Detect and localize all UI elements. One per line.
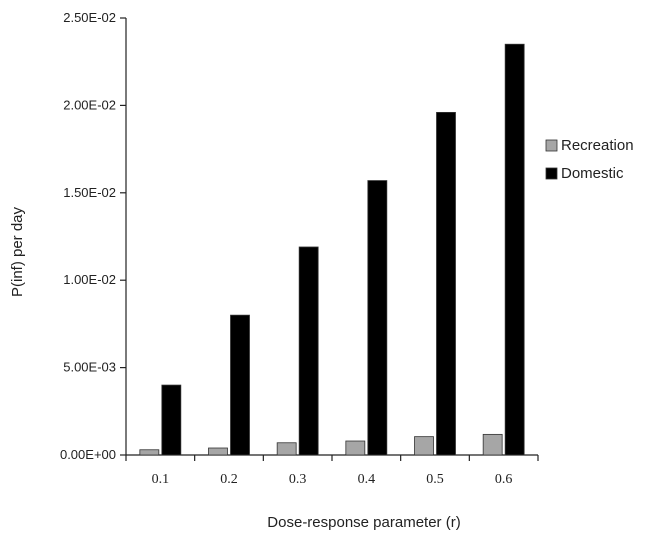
- bar-domestic-0.6: [504, 43, 525, 456]
- bar-recreation-0.2: [208, 447, 228, 456]
- y-tick-label: 2.50E-02: [63, 10, 116, 25]
- bar-domestic-0.1: [161, 384, 182, 456]
- legend-swatch-domestic: [545, 167, 558, 180]
- bar-domestic-0.2: [230, 314, 250, 456]
- plot-area: 0.00E+00 5.00E-03 1.00E-02 1.50E-02 2.00E-02…: [60, 10, 539, 487]
- bar-recreation-0.5: [414, 436, 434, 456]
- bar-domestic-0.5: [436, 111, 456, 456]
- y-tick-label: 1.00E-02: [63, 272, 116, 287]
- bar-recreation-0.4: [345, 440, 366, 456]
- legend: Recreation Domestic: [545, 137, 634, 182]
- y-tick-label: 5.00E-03: [63, 360, 116, 375]
- x-tick-label: 0.2: [220, 472, 238, 487]
- legend-swatch-recreation: [545, 139, 558, 152]
- x-tick-label: 0.3: [289, 472, 307, 487]
- bar-domestic-0.4: [367, 180, 388, 456]
- y-tick-label: 0.00E+00: [60, 447, 116, 462]
- y-axis-title: P(inf) per day: [9, 206, 26, 297]
- x-axis-title: Dose-response parameter (r): [267, 514, 460, 531]
- bar-domestic-0.3: [298, 246, 319, 456]
- x-tick-label: 0.5: [426, 472, 444, 487]
- legend-label-domestic: Domestic: [561, 165, 624, 182]
- bar-recreation-0.1: [139, 449, 160, 456]
- y-tick-label: 1.50E-02: [63, 185, 116, 200]
- y-tick-label: 2.00E-02: [63, 97, 116, 112]
- bar-recreation-0.6: [482, 433, 503, 456]
- legend-label-recreation: Recreation: [561, 137, 634, 154]
- x-tick-label: 0.4: [358, 472, 376, 487]
- x-tick-label: 0.6: [495, 472, 513, 487]
- x-tick-label: 0.1: [152, 472, 170, 487]
- bar-recreation-0.3: [276, 442, 297, 456]
